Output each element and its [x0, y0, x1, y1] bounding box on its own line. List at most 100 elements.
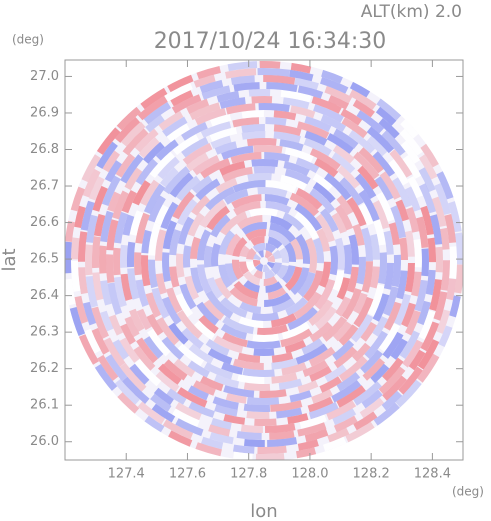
echo-cell [353, 411, 378, 431]
echo-cell [133, 346, 156, 371]
echo-cell [297, 85, 324, 99]
echo-cell [231, 194, 262, 209]
echo-cell [320, 114, 347, 132]
echo-cell [373, 402, 400, 426]
echo-cell [129, 363, 150, 385]
echo-cell [341, 117, 368, 139]
echo-cell [188, 401, 215, 418]
echo-cell [86, 214, 98, 243]
echo-cell [335, 296, 351, 317]
echo-cell [297, 422, 327, 437]
echo-cell [279, 139, 304, 152]
echo-cell [213, 335, 244, 354]
echo-cell [222, 316, 254, 335]
echo-cell [186, 98, 210, 114]
echo-cell [281, 265, 296, 284]
echo-cell [408, 349, 426, 371]
echo-cell [369, 266, 380, 289]
echo-cell [168, 430, 193, 447]
echo-cell [65, 241, 72, 274]
echo-cell [241, 123, 265, 133]
echo-cell [378, 366, 406, 395]
echo-cell [313, 104, 344, 123]
echo-cell [124, 316, 140, 338]
echo-cell [214, 141, 238, 155]
echo-cell [420, 321, 440, 352]
echo-cell [206, 277, 223, 299]
echo-cell [206, 205, 230, 231]
echo-cell [157, 156, 180, 180]
echo-cell [210, 214, 231, 238]
echo-cell [242, 368, 275, 377]
echo-cell [186, 152, 209, 172]
echo-cell [353, 292, 368, 314]
echo-cell [112, 190, 129, 220]
echo-cell [265, 281, 283, 293]
echo-cell [378, 118, 400, 139]
echo-cell [382, 375, 407, 401]
echo-cell [259, 60, 281, 69]
echo-cell [135, 279, 149, 307]
echo-cell [166, 388, 187, 405]
echo-cell [296, 447, 317, 459]
echo-cell [160, 167, 179, 188]
echo-cell [289, 390, 312, 403]
echo-cell [258, 102, 290, 112]
x-unit: (deg) [452, 485, 484, 499]
echo-cell [280, 174, 308, 191]
echo-cell [383, 301, 402, 331]
x-tick-label: 128.2 [353, 467, 390, 482]
echo-cell [399, 237, 408, 260]
echo-cell [263, 276, 278, 287]
echo-cell [356, 256, 366, 285]
echo-cell [417, 300, 431, 326]
echo-cell [187, 385, 209, 401]
echo-cell [225, 393, 247, 404]
echo-cell [358, 189, 380, 222]
echo-cell [352, 342, 371, 362]
echo-cell [150, 393, 172, 412]
echo-cell [198, 315, 219, 334]
echo-cell [390, 338, 408, 360]
echo-cell [220, 297, 248, 318]
echo-cell [153, 387, 174, 406]
echo-cell [255, 453, 285, 460]
echo-cell [147, 328, 171, 357]
echo-cell [199, 79, 224, 94]
y-axis-label: lat [0, 248, 20, 271]
echo-cell [215, 177, 238, 194]
echo-cell [85, 244, 93, 276]
echo-cell [253, 269, 263, 279]
y-tick-label: 26.8 [30, 142, 59, 157]
echo-cell [389, 149, 413, 178]
echo-cell [122, 376, 150, 404]
echo-cell [105, 354, 128, 382]
echo-cell [70, 186, 85, 212]
echo-cell [271, 262, 282, 275]
echo-cell [329, 245, 339, 276]
echo-cell [358, 203, 374, 226]
echo-cell [413, 239, 423, 268]
echo-cell [405, 207, 420, 233]
echo-cell [241, 110, 264, 119]
echo-cell [134, 359, 162, 387]
echo-cell [219, 211, 248, 236]
echo-cell [336, 385, 366, 408]
echo-cell [281, 321, 311, 340]
echo-cell [97, 354, 119, 381]
echo-cell [352, 99, 375, 118]
echo-cell [264, 250, 273, 259]
echo-cell [225, 68, 257, 79]
echo-cell [284, 339, 307, 354]
echo-cell [214, 277, 233, 300]
echo-cell [160, 201, 179, 230]
echo-cell [200, 121, 232, 138]
echo-cell [262, 264, 271, 272]
echo-cell [135, 158, 158, 186]
echo-cell [162, 252, 171, 282]
echo-cell [143, 141, 165, 164]
echo-cell [264, 194, 290, 206]
echo-cell [225, 233, 242, 256]
echo-cell [162, 419, 194, 440]
echo-cell [114, 117, 141, 143]
